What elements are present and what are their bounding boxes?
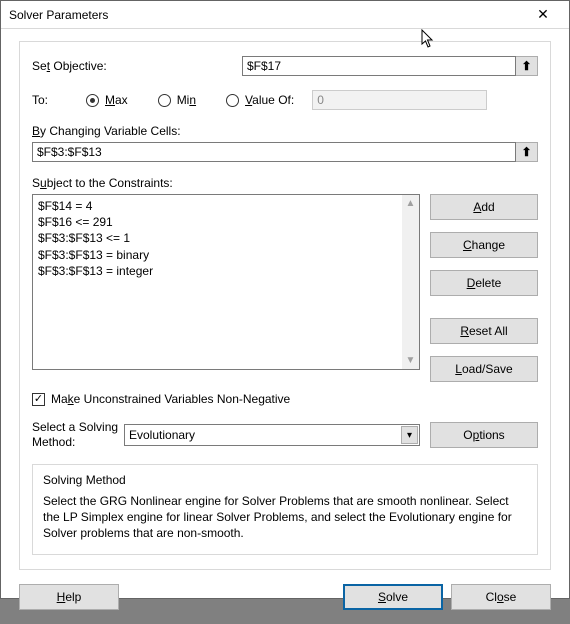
changing-cells-label: By Changing Variable Cells:	[32, 124, 538, 138]
nonneg-label: Make Unconstrained Variables Non-Negativ…	[51, 392, 290, 406]
dialog-footer: Help Solve Close	[19, 584, 551, 610]
solving-method-select[interactable]: Evolutionary ▾	[124, 424, 420, 446]
dialog-content: Set Objective: ⬆ To: Max Min Value Of:	[1, 29, 569, 624]
radio-dot-icon	[86, 94, 99, 107]
chevron-down-icon: ▾	[401, 426, 418, 444]
set-objective-row: Set Objective: ⬆	[32, 56, 538, 76]
description-heading: Solving Method	[43, 473, 527, 487]
changing-cells-row: ⬆	[32, 142, 538, 162]
changing-cells-input[interactable]	[32, 142, 516, 162]
objective-input[interactable]	[242, 56, 516, 76]
scroll-up-icon[interactable]: ▲	[402, 195, 419, 212]
constraints-label: Subject to the Constraints:	[32, 176, 538, 190]
to-label: To:	[32, 93, 86, 107]
add-button[interactable]: Add	[430, 194, 538, 220]
checkbox-icon: ✓	[32, 393, 45, 406]
radio-dot-icon	[226, 94, 239, 107]
method-label: Select a Solving Method:	[32, 420, 124, 450]
scrollbar[interactable]: ▲ ▼	[402, 195, 419, 369]
objective-range-picker-icon[interactable]: ⬆	[516, 56, 538, 76]
reset-all-button[interactable]: Reset All	[430, 318, 538, 344]
solver-parameters-dialog: Solver Parameters ✕ Set Objective: ⬆ To:…	[0, 0, 570, 599]
constraint-buttons: Add Change Delete Reset All Load/Save	[430, 194, 538, 382]
scroll-down-icon[interactable]: ▼	[402, 352, 419, 369]
constraints-items: $F$14 = 4 $F$16 <= 291 $F$3:$F$13 <= 1 $…	[33, 195, 419, 369]
solving-method-description: Solving Method Select the GRG Nonlinear …	[32, 464, 538, 555]
nonneg-row[interactable]: ✓ Make Unconstrained Variables Non-Negat…	[32, 392, 538, 406]
changing-cells-range-picker-icon[interactable]: ⬆	[516, 142, 538, 162]
load-save-button[interactable]: Load/Save	[430, 356, 538, 382]
value-of-input	[312, 90, 487, 110]
constraints-block: $F$14 = 4 $F$16 <= 291 $F$3:$F$13 <= 1 $…	[32, 194, 538, 382]
radio-max[interactable]: Max	[86, 93, 128, 107]
change-button[interactable]: Change	[430, 232, 538, 258]
to-row: To: Max Min Value Of:	[32, 90, 538, 110]
method-row: Select a Solving Method: Evolutionary ▾ …	[32, 420, 538, 450]
radio-min[interactable]: Min	[158, 93, 196, 107]
delete-button[interactable]: Delete	[430, 270, 538, 296]
main-panel: Set Objective: ⬆ To: Max Min Value Of:	[19, 41, 551, 570]
titlebar[interactable]: Solver Parameters ✕	[1, 1, 569, 29]
options-button[interactable]: Options	[430, 422, 538, 448]
close-icon[interactable]: ✕	[523, 2, 563, 28]
radio-dot-icon	[158, 94, 171, 107]
set-objective-label: Set Objective:	[32, 59, 242, 73]
description-body: Select the GRG Nonlinear engine for Solv…	[43, 493, 527, 542]
solving-method-value: Evolutionary	[129, 428, 195, 442]
help-button[interactable]: Help	[19, 584, 119, 610]
constraints-listbox[interactable]: $F$14 = 4 $F$16 <= 291 $F$3:$F$13 <= 1 $…	[32, 194, 420, 370]
window-title: Solver Parameters	[9, 8, 523, 22]
radio-value-of[interactable]: Value Of:	[226, 93, 294, 107]
solve-button[interactable]: Solve	[343, 584, 443, 610]
close-button[interactable]: Close	[451, 584, 551, 610]
